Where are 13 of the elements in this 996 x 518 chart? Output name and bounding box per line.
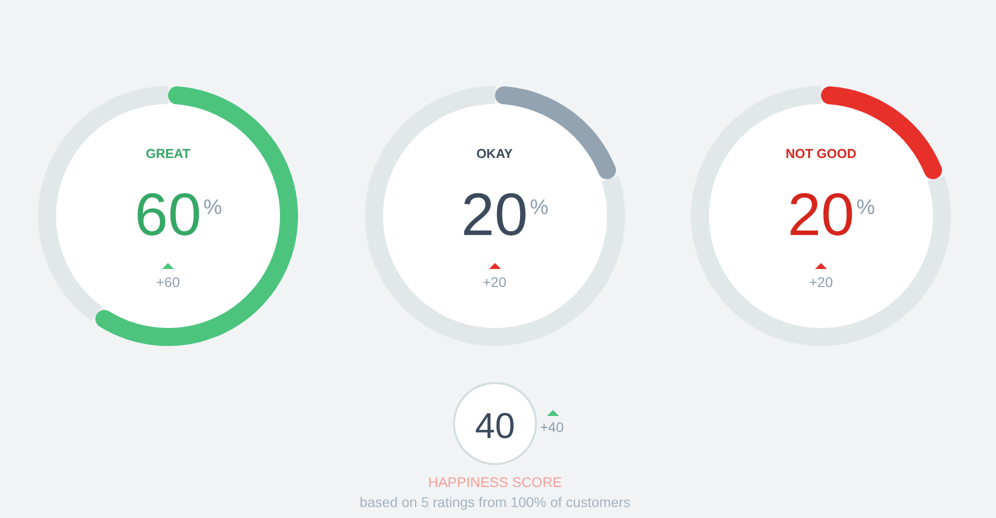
data-label: 20% [788,180,876,250]
text: NOT GOOD [786,146,856,162]
text: +40 [540,419,564,435]
text: HAPPINESS SCORE [428,474,562,490]
data-label: 60% [134,180,222,250]
text: 40 [474,405,516,446]
text: based on 5 ratings from 100% of customers [360,494,630,510]
text: +20 [482,274,506,290]
data-label: 20% [461,180,549,250]
text: +60 [156,274,180,290]
text: GREAT [146,146,190,162]
text: +20 [809,274,833,290]
text: OKAY [476,146,513,162]
